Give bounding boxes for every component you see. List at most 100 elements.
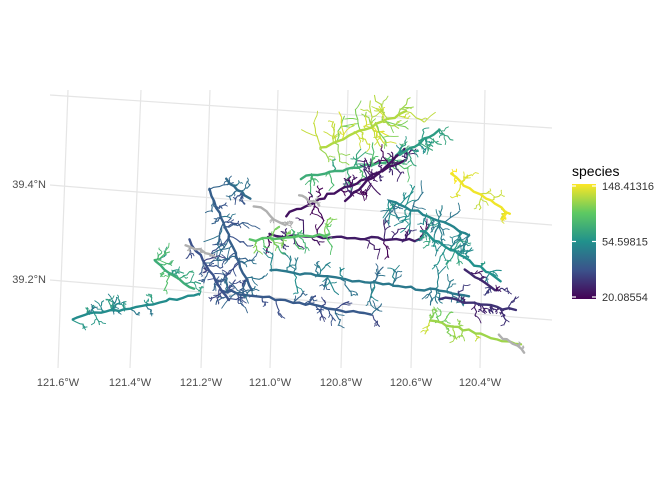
stream-segment: [330, 246, 333, 255]
stream-segment: [501, 215, 505, 224]
stream-segment: [456, 243, 461, 250]
stream-segment: [391, 203, 404, 210]
stream-segment: [145, 294, 152, 299]
stream-segment: [237, 297, 244, 303]
stream-segment: [316, 217, 325, 237]
stream-segment: [228, 285, 236, 288]
parallel-gridline: [49, 279, 553, 321]
stream-segment: [117, 311, 122, 315]
stream-segment: [370, 280, 376, 299]
stream-segment: [211, 244, 233, 255]
stream-segment: [450, 245, 453, 249]
stream-segment: [324, 284, 331, 290]
stream-segment: [400, 171, 405, 175]
stream-segment: [437, 266, 447, 276]
stream-segment: [496, 289, 502, 292]
y-tick-label: 39.2°N: [12, 274, 46, 286]
stream-segment: [224, 257, 231, 265]
stream-segment: [199, 260, 204, 275]
stream-segment: [382, 209, 390, 219]
stream-segment: [339, 161, 350, 166]
stream-segment: [316, 260, 320, 264]
stream-segment: [96, 307, 104, 312]
stream-segment: [488, 309, 491, 314]
stream-segment: [295, 217, 304, 221]
stream-segment: [269, 238, 278, 248]
stream-segment: [262, 247, 274, 256]
stream-segment: [374, 159, 388, 164]
stream-segment: [182, 276, 189, 279]
stream-segment: [462, 233, 471, 253]
stream-segment: [269, 268, 471, 298]
stream-segment: [447, 283, 457, 289]
stream-segment: [363, 165, 370, 172]
stream-segment: [315, 190, 322, 196]
stream-segment: [198, 286, 204, 289]
stream-segment: [286, 232, 291, 235]
stream-segment: [381, 119, 409, 130]
stream-segment: [296, 285, 304, 293]
x-tick-label: 120.8°W: [320, 377, 363, 389]
stream-segment: [365, 300, 371, 306]
stream-segment: [465, 176, 469, 179]
stream-segment: [297, 246, 305, 250]
stream-segment: [490, 192, 496, 198]
meridian-gridline: [410, 89, 418, 369]
stream-segment: [286, 255, 292, 273]
stream-segment: [357, 160, 368, 163]
stream-segment: [409, 229, 417, 232]
stream-segment: [189, 271, 195, 274]
stream-segment: [285, 159, 407, 218]
legend-title: species: [572, 163, 619, 179]
stream-segment: [188, 238, 231, 302]
stream-segment: [443, 244, 452, 247]
stream-segment: [398, 97, 411, 114]
stream-segment: [482, 308, 486, 314]
stream-segment: [214, 272, 229, 275]
stream-segment: [228, 281, 243, 294]
stream-segment: [398, 113, 409, 120]
stream-segment: [319, 109, 408, 149]
stream-segment: [379, 179, 383, 182]
stream-segment: [445, 250, 456, 265]
stream-segment: [344, 118, 358, 120]
stream-segment: [387, 152, 394, 158]
stream-segment: [388, 199, 471, 237]
stream-segment: [445, 327, 450, 331]
stream-segment: [248, 233, 331, 243]
y-tick-label: 39.4°N: [12, 179, 46, 191]
stream-segment: [221, 254, 230, 260]
stream-segment: [363, 114, 368, 130]
stream-segment: [503, 316, 510, 323]
stream-segment: [386, 206, 393, 210]
stream-segment: [226, 213, 230, 217]
stream-segment: [433, 264, 439, 272]
stream-segment: [326, 306, 336, 322]
stream-segment: [233, 268, 237, 277]
stream-segment: [223, 261, 240, 278]
stream-segment: [419, 143, 434, 151]
stream-segment: [82, 326, 88, 329]
stream-segment: [263, 251, 273, 259]
stream-segment: [308, 191, 313, 198]
stream-segment: [438, 219, 444, 245]
stream-segment: [426, 142, 432, 149]
stream-segment: [390, 203, 394, 207]
stream-segment: [285, 230, 291, 238]
stream-segment: [429, 313, 433, 319]
stream-segment: [398, 149, 404, 153]
stream-segment: [94, 300, 101, 307]
stream-segment: [359, 169, 363, 173]
stream-segment: [301, 129, 318, 137]
stream-segment: [404, 234, 408, 238]
stream-segment: [435, 269, 440, 290]
stream-segment: [118, 301, 125, 305]
stream-segment: [350, 158, 358, 161]
stream-segment: [463, 171, 466, 178]
stream-segment: [183, 281, 202, 285]
stream-segment: [399, 143, 403, 147]
stream-segment: [228, 289, 254, 297]
stream-segment: [93, 306, 98, 310]
stream-segment: [399, 106, 414, 110]
stream-segment: [360, 193, 365, 202]
